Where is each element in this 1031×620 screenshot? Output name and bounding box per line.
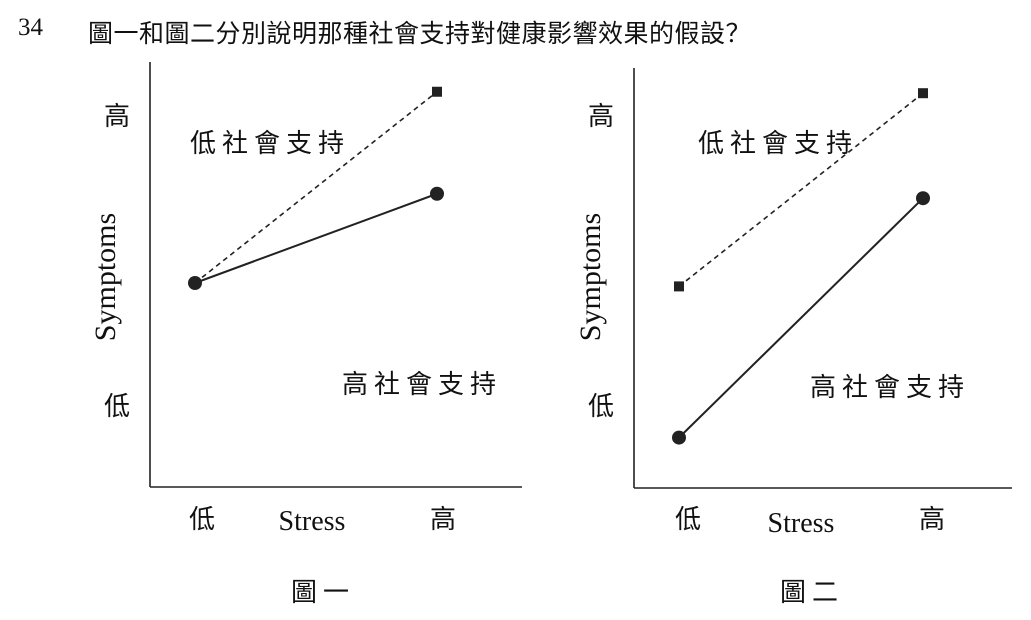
data-point-high-support-high-stress	[430, 186, 444, 201]
y-axis-label: Symptoms	[574, 213, 607, 341]
series-label-high-support: 高社會支持	[810, 373, 970, 402]
x-tick-high: 高	[919, 505, 945, 534]
data-point-high-support-low-stress	[188, 276, 202, 290]
x-tick-high: 高	[430, 505, 456, 534]
y-tick-low: 低	[588, 392, 614, 421]
data-point-high-support-high-stress	[916, 191, 930, 206]
data-point-high-support-low-stress	[672, 430, 686, 445]
series-label-low-support: 低社會支持	[698, 129, 858, 158]
chart-marks	[672, 88, 930, 445]
figure-2-caption: 圖二	[780, 578, 845, 607]
series-line-low-support	[194, 91, 438, 284]
series-label-low-support: 低社會支持	[190, 129, 350, 158]
series-line-low-support	[678, 92, 924, 288]
data-point-low-support-high-stress	[432, 86, 442, 97]
chart-marks	[188, 86, 444, 290]
series-line-high-support	[678, 197, 924, 439]
x-axis-label: Stress	[768, 508, 835, 539]
y-tick-low: 低	[104, 392, 130, 421]
x-axis-label: Stress	[279, 506, 346, 537]
question-number: 34	[18, 14, 43, 41]
y-tick-high: 高	[588, 102, 614, 131]
question-text: 圖一和圖二分別說明那種社會支持對健康影響效果的假設？	[88, 21, 752, 48]
series-line-high-support	[194, 192, 438, 284]
chart-figure-2: 高 低 Symptoms 低 高 Stress 低社會支持 高社會支持	[574, 68, 1012, 539]
y-axis-label: Symptoms	[89, 213, 122, 341]
x-tick-low: 低	[675, 505, 701, 534]
chart-figure-1: 高 低 Symptoms 低 高 Stress 低社會支持 高社會支持	[89, 62, 522, 537]
figure-1-caption: 圖一	[291, 578, 356, 607]
y-tick-high: 高	[104, 102, 130, 131]
data-point-low-support-high-stress	[918, 88, 928, 99]
series-label-high-support: 高社會支持	[342, 370, 502, 399]
data-point-low-support-low-stress	[674, 281, 684, 292]
x-tick-low: 低	[189, 505, 215, 534]
